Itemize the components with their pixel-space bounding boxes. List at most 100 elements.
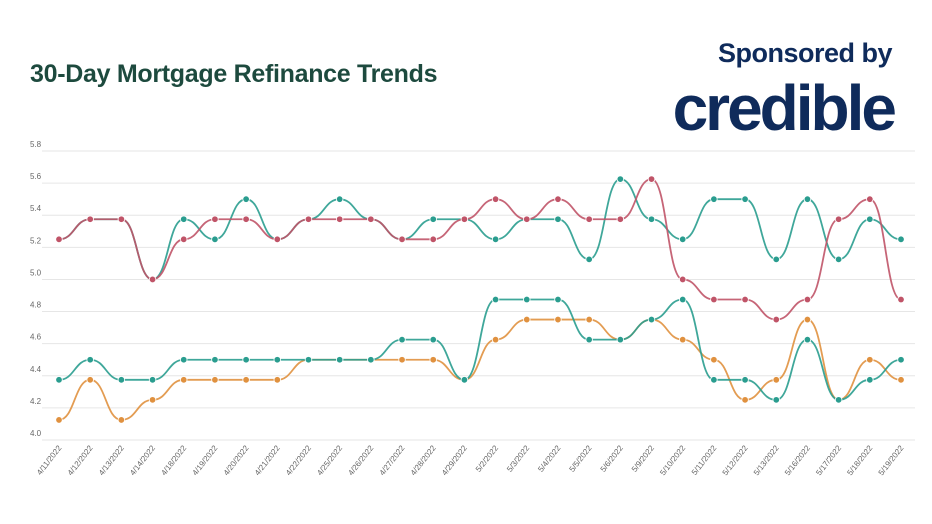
data-point: [117, 416, 126, 424]
data-point: [180, 235, 188, 244]
data-point: [367, 215, 375, 223]
data-point: [554, 215, 562, 223]
data-point: [803, 315, 812, 324]
data-point: [273, 235, 281, 244]
data-point: [211, 215, 219, 223]
data-point: [86, 356, 94, 364]
data-point: [180, 376, 188, 384]
data-point: [679, 295, 687, 304]
data-point: [834, 215, 843, 223]
y-tick-label: 4.8: [30, 301, 42, 310]
data-point: [772, 255, 780, 264]
data-point: [866, 215, 874, 223]
data-point: [335, 356, 344, 364]
x-tick-label: 5/2/2022: [474, 443, 501, 474]
x-tick-label: 5/16/2022: [783, 443, 812, 477]
x-tick-label: 5/12/2022: [721, 443, 750, 477]
data-point: [679, 235, 687, 244]
data-point: [679, 275, 687, 284]
data-point: [55, 376, 63, 384]
y-tick-label: 4.4: [30, 365, 42, 374]
data-point: [398, 335, 406, 344]
credible-logo: credible: [672, 72, 897, 144]
data-point: [647, 315, 656, 324]
data-point: [429, 335, 437, 344]
data-point: [866, 376, 874, 384]
data-point: [148, 376, 157, 384]
data-point: [242, 376, 250, 384]
data-point: [429, 215, 437, 223]
data-point: [710, 376, 718, 384]
data-point: [242, 195, 250, 203]
data-point: [304, 215, 313, 223]
data-point: [772, 315, 780, 324]
data-point: [273, 376, 281, 384]
data-point: [585, 335, 593, 344]
data-point: [897, 356, 905, 364]
chart-title: 30-Day Mortgage Refinance Trends: [30, 60, 438, 88]
data-point: [710, 195, 718, 203]
x-tick-label: 4/29/2022: [440, 443, 469, 477]
data-point: [491, 295, 500, 304]
data-point: [148, 275, 157, 284]
x-tick-label: 5/11/2022: [690, 443, 719, 477]
data-point: [148, 396, 157, 404]
x-tick-label: 4/14/2022: [128, 443, 157, 477]
data-point: [554, 195, 562, 203]
data-point: [710, 356, 718, 364]
x-tick-label: 4/11/2022: [35, 443, 64, 477]
data-point: [273, 356, 281, 364]
data-point: [803, 295, 812, 304]
data-point: [741, 195, 749, 203]
x-tick-label: 5/9/2022: [630, 443, 657, 474]
y-tick-label: 4.6: [30, 333, 42, 342]
data-point: [242, 215, 250, 223]
data-point: [741, 376, 749, 384]
data-point: [554, 315, 562, 324]
data-point: [335, 195, 344, 203]
data-point: [398, 235, 406, 244]
data-point: [647, 175, 656, 183]
y-tick-label: 5.4: [30, 204, 42, 213]
data-point: [491, 195, 500, 203]
x-tick-label: 4/27/2022: [378, 443, 407, 477]
data-point: [585, 255, 593, 264]
data-point: [55, 235, 63, 244]
data-point: [460, 215, 469, 223]
data-point: [211, 356, 219, 364]
data-point: [211, 376, 219, 384]
y-tick-label: 5.2: [30, 236, 42, 245]
data-point: [772, 376, 780, 384]
x-tick-label: 4/22/2022: [284, 443, 313, 477]
x-tick-label: 4/13/2022: [97, 443, 126, 477]
data-point: [491, 235, 500, 244]
data-point: [554, 295, 562, 304]
data-point: [86, 376, 94, 384]
data-point: [523, 215, 531, 223]
series-line-1: [58, 178, 902, 321]
data-point: [398, 356, 406, 364]
data-point: [242, 356, 250, 364]
data-point: [647, 215, 656, 223]
data-point: [616, 215, 625, 223]
data-point: [55, 416, 63, 424]
data-point: [335, 215, 344, 223]
x-tick-label: 5/17/2022: [814, 443, 843, 477]
data-point: [772, 396, 780, 404]
data-point: [710, 295, 718, 304]
data-point: [117, 215, 126, 223]
sponsor-text: Sponsored by: [717, 38, 893, 68]
x-tick-label: 5/4/2022: [536, 443, 563, 474]
x-tick-label: 4/18/2022: [159, 443, 188, 477]
data-point: [180, 215, 188, 223]
data-point: [897, 295, 905, 304]
y-tick-label: 5.6: [30, 172, 42, 181]
x-tick-label: 5/18/2022: [845, 443, 874, 477]
x-tick-label: 4/25/2022: [315, 443, 344, 477]
x-tick-label: 4/20/2022: [222, 443, 251, 477]
x-tick-label: 5/5/2022: [567, 443, 594, 474]
x-tick-label: 5/10/2022: [658, 443, 687, 477]
data-point: [866, 356, 874, 364]
data-point: [523, 295, 531, 304]
